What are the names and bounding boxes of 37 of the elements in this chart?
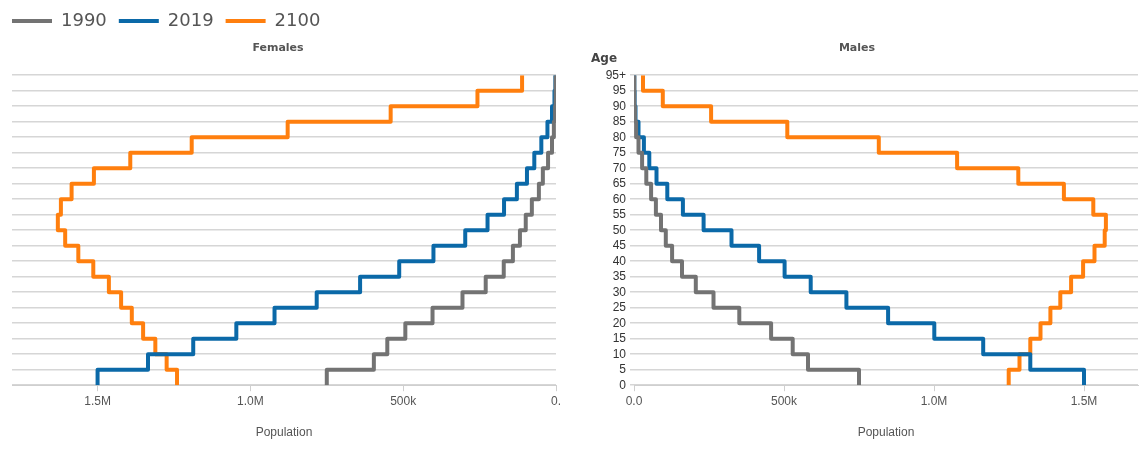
y-tick-label: 70 bbox=[612, 160, 627, 175]
legend-label: 1990 bbox=[61, 8, 107, 30]
y-tick-label: 95+ bbox=[605, 67, 626, 82]
y-tick-label: 5 bbox=[619, 362, 627, 377]
y-tick-label: 60 bbox=[612, 191, 627, 206]
legend-label: 2100 bbox=[274, 8, 321, 30]
x-tick-label: 500k bbox=[770, 393, 799, 408]
y-tick-label: 90 bbox=[612, 98, 627, 113]
x-axis-title: Population bbox=[857, 425, 915, 440]
x-tick-label: 0. bbox=[550, 393, 562, 408]
y-tick-label: 65 bbox=[612, 176, 627, 191]
y-tick-label: 75 bbox=[612, 145, 627, 160]
x-tick-label: 1.0M bbox=[920, 393, 948, 408]
legend-label: 2019 bbox=[167, 8, 214, 30]
y-tick-label: 30 bbox=[612, 284, 627, 299]
x-tick-label: 0.0 bbox=[625, 393, 643, 408]
x-tick-label: 500k bbox=[390, 393, 418, 408]
y-tick-label: 10 bbox=[612, 346, 627, 361]
y-tick-label: 45 bbox=[612, 238, 627, 253]
y-tick-label: 55 bbox=[612, 207, 627, 222]
x-tick-label: 1.0M bbox=[237, 393, 264, 408]
chart-title: Females bbox=[252, 41, 305, 55]
y-tick-label: 95 bbox=[612, 83, 627, 98]
y-tick-label: 0 bbox=[619, 377, 627, 392]
x-tick-label: 1.5M bbox=[1070, 393, 1098, 408]
y-tick-label: 20 bbox=[612, 315, 627, 330]
y-tick-label: 50 bbox=[612, 222, 627, 237]
chart-title: Males bbox=[838, 41, 876, 55]
x-axis-title: Population bbox=[255, 425, 313, 440]
y-tick-label: 85 bbox=[612, 114, 627, 129]
y-tick-label: 15 bbox=[612, 331, 627, 346]
y-axis-title: Age bbox=[590, 51, 618, 66]
x-tick-label: 1.5M bbox=[84, 393, 111, 408]
y-tick-label: 35 bbox=[612, 269, 627, 284]
y-tick-label: 25 bbox=[612, 300, 627, 315]
y-tick-label: 40 bbox=[612, 253, 627, 268]
y-tick-label: 80 bbox=[612, 129, 627, 144]
